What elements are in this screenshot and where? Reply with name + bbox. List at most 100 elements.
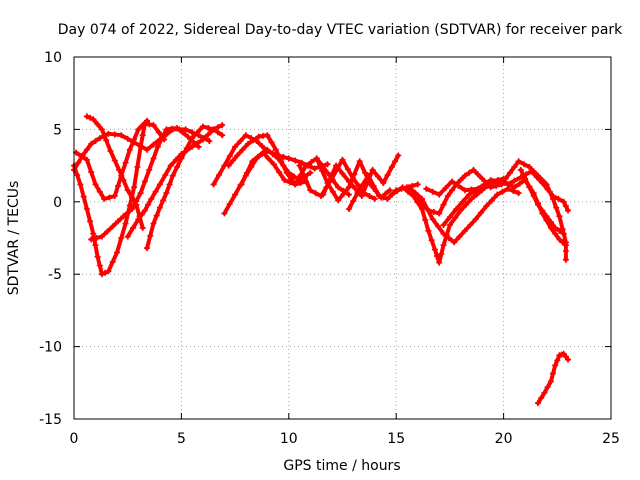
- data-point: [260, 149, 266, 156]
- data-point: [515, 190, 522, 197]
- data-point: [150, 122, 157, 129]
- data-point: [239, 146, 246, 153]
- data-point: [174, 164, 181, 170]
- data-point: [344, 166, 351, 173]
- data-point: [166, 181, 173, 188]
- data-point: [370, 182, 377, 189]
- data-point: [405, 188, 411, 195]
- data-point: [214, 124, 221, 131]
- data-point: [122, 220, 129, 227]
- data-point: [420, 201, 427, 208]
- data-point: [96, 188, 103, 195]
- data-point: [483, 203, 490, 210]
- data-point: [436, 191, 443, 198]
- data-point: [77, 181, 84, 188]
- data-point: [160, 197, 167, 204]
- data-point: [544, 186, 551, 193]
- data-point: [297, 172, 304, 178]
- data-point: [466, 169, 473, 176]
- data-point: [178, 155, 185, 162]
- data-point: [311, 165, 318, 172]
- data-point: [296, 162, 303, 169]
- data-point: [425, 207, 432, 214]
- data-point: [78, 153, 85, 160]
- data-point: [473, 191, 480, 198]
- data-point: [459, 198, 466, 205]
- data-point: [323, 184, 330, 191]
- data-point: [153, 212, 160, 219]
- data-point: [98, 126, 105, 133]
- data-point: [364, 180, 371, 186]
- data-point: [515, 158, 522, 165]
- data-point: [555, 195, 562, 202]
- data-point: [269, 151, 276, 157]
- data-point: [455, 182, 462, 189]
- data-point: [499, 188, 506, 195]
- data-point: [355, 182, 362, 189]
- data-point: [286, 179, 293, 186]
- data-point: [194, 140, 201, 147]
- data-point: [329, 188, 336, 195]
- data-point: [230, 157, 236, 164]
- data-point: [374, 173, 381, 180]
- data-point: [118, 172, 125, 179]
- data-point: [270, 161, 277, 168]
- data-point: [445, 235, 452, 241]
- data-point: [179, 129, 186, 136]
- data-point: [98, 271, 105, 278]
- data-point: [141, 207, 148, 214]
- data-point: [280, 153, 287, 160]
- x-tick-label: 25: [602, 431, 620, 447]
- data-point: [111, 131, 118, 138]
- data-point: [492, 178, 498, 185]
- data-point: [83, 113, 90, 120]
- data-point: [339, 170, 346, 177]
- y-tick-label: 5: [53, 122, 62, 138]
- data-point: [526, 184, 533, 191]
- data-point: [552, 230, 559, 237]
- data-point: [195, 143, 202, 150]
- data-point: [102, 269, 109, 276]
- data-point: [88, 236, 95, 243]
- data-point: [319, 167, 326, 174]
- data-point: [453, 206, 460, 212]
- data-point: [565, 207, 571, 214]
- x-tick-label: 0: [70, 431, 79, 447]
- data-point: [183, 145, 190, 152]
- data-point: [461, 227, 468, 234]
- data-point: [105, 268, 112, 275]
- data-point: [431, 246, 438, 253]
- data-point: [168, 125, 175, 132]
- data-point: [461, 172, 468, 179]
- data-point: [88, 169, 95, 176]
- data-point: [139, 224, 146, 231]
- data-point: [359, 181, 366, 188]
- data-point: [150, 141, 157, 148]
- data-point: [362, 169, 369, 176]
- x-tick-label: 10: [280, 431, 298, 447]
- data-point: [474, 171, 481, 178]
- data-point: [129, 194, 135, 201]
- data-point: [152, 188, 159, 195]
- data-point: [139, 122, 146, 129]
- data-point: [457, 207, 464, 214]
- data-point: [163, 131, 170, 138]
- data-point: [409, 182, 416, 189]
- data-point: [388, 164, 395, 170]
- data-point: [326, 177, 333, 184]
- data-point: [122, 159, 129, 166]
- data-point: [358, 193, 365, 199]
- data-point: [307, 169, 314, 176]
- data-point: [334, 166, 341, 173]
- data-point: [206, 138, 213, 144]
- x-tick-labels: 0 5 10 15 20 25: [70, 431, 620, 447]
- data-point: [494, 191, 501, 198]
- data-point: [388, 191, 395, 198]
- data-point: [131, 184, 138, 191]
- data-point: [133, 198, 140, 205]
- data-point: [308, 159, 315, 165]
- data-point: [470, 166, 477, 173]
- data-point: [138, 211, 145, 218]
- data-point: [356, 158, 363, 165]
